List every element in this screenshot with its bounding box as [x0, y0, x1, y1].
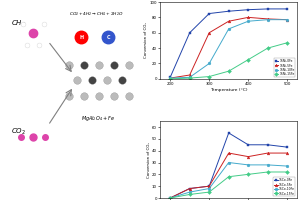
Y-axis label: Conversion of CO₂: Conversion of CO₂ — [144, 22, 148, 58]
15Ni-10Fe — [207, 62, 211, 65]
Text: $CO_2$: $CO_2$ — [11, 126, 26, 137]
15Co-10Fe — [246, 164, 250, 166]
15Ni-15Fe — [188, 77, 191, 79]
X-axis label: Temperature (°C): Temperature (°C) — [210, 88, 248, 92]
15Ni-15Fe — [207, 75, 211, 78]
15Ni-10Fe — [246, 20, 250, 22]
15Ni-5Fe — [207, 32, 211, 34]
15Co-5Fe — [227, 152, 230, 154]
15Co-5Fe — [188, 187, 191, 190]
15Co-0Fe — [266, 144, 269, 146]
15Ni-5Fe — [285, 18, 289, 21]
15Ni-10Fe — [188, 76, 191, 79]
15Co-10Fe — [188, 191, 191, 193]
15Co-0Fe — [246, 144, 250, 146]
15Co-0Fe — [188, 187, 191, 190]
15Ni-0Fe — [168, 76, 172, 79]
15Co-10Fe — [168, 197, 172, 199]
15Co-15Fe — [266, 171, 269, 173]
Line: 15Ni-0Fe: 15Ni-0Fe — [169, 8, 289, 79]
Line: 15Co-5Fe: 15Co-5Fe — [169, 152, 289, 199]
15Ni-0Fe — [188, 32, 191, 34]
15Co-5Fe — [207, 185, 211, 187]
15Co-15Fe — [227, 176, 230, 178]
15Ni-5Fe — [168, 77, 172, 79]
Line: 15Ni-5Fe: 15Ni-5Fe — [169, 16, 289, 79]
Text: $CO_2 + 4H_2 \rightarrow CH_4 + 2H_2O$: $CO_2 + 4H_2 \rightarrow CH_4 + 2H_2O$ — [69, 11, 124, 18]
15Co-10Fe — [227, 161, 230, 164]
Line: 15Co-0Fe: 15Co-0Fe — [169, 132, 289, 199]
15Ni-0Fe — [266, 8, 269, 10]
15Ni-5Fe — [188, 74, 191, 76]
15Ni-5Fe — [227, 20, 230, 22]
15Ni-15Fe — [266, 47, 269, 49]
15Co-5Fe — [246, 155, 250, 158]
15Ni-15Fe — [285, 42, 289, 44]
15Ni-10Fe — [168, 77, 172, 79]
15Co-10Fe — [266, 164, 269, 166]
15Ni-15Fe — [227, 70, 230, 72]
15Co-10Fe — [285, 165, 289, 167]
Legend: 15Ni-0Fe, 15Ni-5Fe, 15Ni-10Fe, 15Ni-15Fe: 15Ni-0Fe, 15Ni-5Fe, 15Ni-10Fe, 15Ni-15Fe — [274, 58, 296, 77]
Line: 15Co-15Fe: 15Co-15Fe — [169, 171, 289, 199]
15Ni-15Fe — [246, 58, 250, 61]
15Co-15Fe — [188, 193, 191, 196]
15Ni-5Fe — [266, 18, 269, 20]
15Co-0Fe — [207, 185, 211, 187]
15Ni-10Fe — [285, 18, 289, 21]
Line: 15Ni-15Fe: 15Ni-15Fe — [169, 41, 289, 80]
15Co-5Fe — [266, 152, 269, 154]
Line: 15Co-10Fe: 15Co-10Fe — [169, 161, 289, 199]
15Ni-10Fe — [227, 28, 230, 30]
Y-axis label: Conversion of CO₂: Conversion of CO₂ — [147, 142, 151, 178]
15Ni-5Fe — [246, 16, 250, 19]
Legend: 15Co-0Fe, 15Co-5Fe, 15Co-10Fe, 15Co-15Fe: 15Co-0Fe, 15Co-5Fe, 15Co-10Fe, 15Co-15Fe — [273, 177, 296, 196]
15Ni-10Fe — [266, 18, 269, 21]
15Co-5Fe — [168, 197, 172, 199]
15Ni-0Fe — [227, 10, 230, 12]
15Ni-0Fe — [246, 8, 250, 11]
15Co-15Fe — [246, 173, 250, 176]
15Co-15Fe — [168, 197, 172, 199]
Line: 15Ni-10Fe: 15Ni-10Fe — [169, 18, 289, 79]
15Co-0Fe — [227, 132, 230, 134]
Text: $CH_4$: $CH_4$ — [11, 19, 26, 29]
15Co-15Fe — [207, 191, 211, 193]
15Co-10Fe — [207, 187, 211, 190]
Text: C: C — [106, 35, 110, 40]
15Ni-0Fe — [285, 8, 289, 10]
Text: H: H — [79, 35, 83, 40]
15Ni-15Fe — [168, 78, 172, 80]
15Co-0Fe — [168, 197, 172, 199]
Text: $MgAl_2O_4 + Fe$: $MgAl_2O_4 + Fe$ — [81, 114, 115, 123]
15Co-0Fe — [285, 146, 289, 148]
15Ni-0Fe — [207, 12, 211, 15]
15Co-5Fe — [285, 152, 289, 154]
15Co-15Fe — [285, 171, 289, 173]
